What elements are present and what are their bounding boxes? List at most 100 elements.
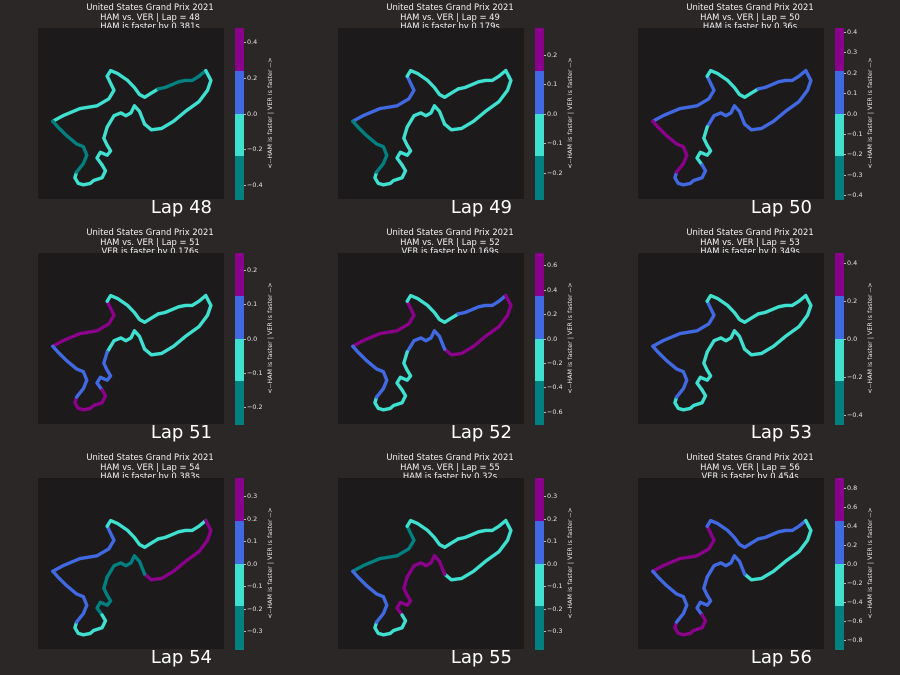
- track-minisector-8: [651, 119, 689, 174]
- track-minisector-7: [373, 388, 408, 412]
- colorbar-band-royalblue: [835, 295, 844, 339]
- track-svg: [51, 293, 213, 412]
- colorbar-band-turquoise: [535, 563, 544, 607]
- colorbar-tick-label: 0.0: [843, 109, 858, 118]
- track-minisector-7: [373, 163, 408, 187]
- track-minisector-7: [673, 388, 708, 412]
- colorbar-tick-label: −0.1: [544, 139, 563, 147]
- panel-title-title: United States Grand Prix 2021: [686, 2, 814, 12]
- track-minisector-2: [705, 518, 760, 549]
- track-minisector-7: [673, 613, 708, 637]
- track-minisector-1: [51, 299, 116, 348]
- track-plot: [638, 28, 824, 199]
- colorbar-tick-label: 0.0: [843, 559, 858, 568]
- panel-title-title: United States Grand Prix 2021: [386, 227, 514, 237]
- panel-title-result: HAM is faster by 0.32s: [402, 471, 498, 482]
- lap-panel: United States Grand Prix 2021 HAM vs. VER…: [600, 0, 900, 225]
- colorbar-tick-label: 0.2: [243, 73, 258, 82]
- colorbar-tick-label: −0.3: [544, 627, 563, 635]
- colorbar-band-turquoise: [235, 563, 244, 607]
- track-minisector-2: [705, 293, 760, 324]
- colorbar-tick-label: 0.2: [543, 50, 558, 59]
- colorbar-tick-label: 0.2: [843, 68, 858, 77]
- colorbar-band-darkmagenta: [535, 478, 544, 522]
- track-minisector-7: [673, 163, 708, 187]
- colorbar-tick-label: 0.0: [543, 334, 558, 343]
- colorbar-tick-label: −0.4: [544, 383, 563, 392]
- lap-number-label: Lap 56: [750, 647, 812, 668]
- track-svg: [651, 68, 813, 187]
- colorbar-label-text: <--HAM is faster | VER is faster -->: [866, 57, 874, 169]
- colorbar: [235, 28, 244, 200]
- track-minisector-8: [51, 344, 89, 399]
- panel-title-title: United States Grand Prix 2021: [86, 227, 214, 237]
- colorbar-tick-label: −0.3: [844, 170, 863, 179]
- track-minisector-2: [405, 68, 460, 99]
- panel-title: United States Grand Prix 2021 HAM vs. VER…: [638, 227, 862, 257]
- colorbar-band-royalblue: [835, 520, 844, 564]
- colorbar-band-darkmagenta: [235, 478, 244, 522]
- colorbar-tick-label: 0.2: [843, 540, 858, 549]
- panel-title-subtitle: HAM vs. VER | Lap = 53: [700, 236, 800, 247]
- panel-title-subtitle: HAM vs. VER | Lap = 55: [400, 461, 500, 472]
- track-minisector-1: [51, 524, 116, 573]
- track-minisector-8: [651, 344, 689, 399]
- colorbar-label-text: <--HAM is faster | VER is faster -->: [866, 282, 874, 394]
- colorbar: [835, 28, 844, 200]
- colorbar-tick-label: 0.0: [843, 334, 858, 343]
- track-minisector-7: [373, 613, 408, 637]
- track-minisector-3: [756, 518, 808, 541]
- colorbar-tick-label: 0.0: [243, 109, 258, 118]
- colorbar-tick-label: −0.4: [844, 410, 863, 419]
- colorbar-band-darkmagenta: [235, 253, 244, 297]
- colorbar-band-royalblue: [535, 70, 544, 114]
- colorbar-label-text: <--HAM is faster | VER is faster -->: [566, 57, 574, 169]
- lap-number-label: Lap 48: [150, 197, 212, 218]
- lap-panel: United States Grand Prix 2021 HAM vs. VER…: [600, 225, 900, 450]
- colorbar-tick-label: 0.0: [543, 559, 558, 568]
- colorbar-band-turquoise: [535, 338, 544, 382]
- colorbar-label-text: <--HAM is faster | VER is faster -->: [566, 507, 574, 619]
- track-minisector-7: [73, 388, 108, 412]
- track-plot: [38, 253, 224, 424]
- track-minisector-1: [51, 74, 116, 123]
- track-svg: [351, 68, 513, 187]
- track-minisector-6: [395, 350, 413, 392]
- colorbar-band-teal: [535, 606, 544, 650]
- track-minisector-1: [351, 299, 416, 348]
- colorbar-tick-label: 0.4: [843, 258, 858, 267]
- colorbar-band-royalblue: [835, 70, 844, 114]
- track-minisector-7: [73, 163, 108, 187]
- track-minisector-6: [695, 125, 713, 167]
- colorbar-tick-label: −0.2: [244, 145, 263, 154]
- track-minisector-3: [456, 68, 508, 91]
- track-minisector-1: [651, 74, 716, 123]
- colorbar-band-royalblue: [235, 70, 244, 114]
- track-minisector-8: [51, 569, 89, 624]
- panel-title-result: VER is faster by 0.454s: [701, 471, 799, 482]
- track-minisector-4: [442, 68, 513, 132]
- panel-title: United States Grand Prix 2021 HAM vs. VER…: [38, 2, 262, 32]
- colorbar-tick-label: −0.4: [844, 190, 863, 199]
- track-minisector-1: [651, 299, 716, 348]
- track-minisector-6: [695, 575, 713, 617]
- colorbar-tick-label: −0.8: [844, 635, 863, 644]
- lap-panel: United States Grand Prix 2021 HAM vs. VER…: [300, 0, 600, 225]
- colorbar-band-teal: [835, 606, 844, 650]
- colorbar-tick-label: 0.2: [543, 514, 558, 523]
- colorbar-band-turquoise: [835, 113, 844, 157]
- colorbar: [235, 253, 244, 425]
- colorbar-band-turquoise: [235, 113, 244, 157]
- colorbar-label-text: <--HAM is faster | VER is faster -->: [866, 507, 874, 619]
- track-minisector-8: [351, 119, 389, 174]
- track-minisector-5: [105, 554, 147, 579]
- track-minisector-2: [105, 293, 160, 324]
- colorbar-tick-label: 0.6: [843, 502, 858, 511]
- track-minisector-1: [651, 524, 716, 573]
- track-plot: [38, 28, 224, 199]
- colorbar-tick-label: 0.0: [543, 109, 558, 118]
- lap-number-label: Lap 50: [750, 197, 812, 218]
- colorbar-tick-label: 0.2: [843, 296, 858, 305]
- track-minisector-4: [442, 518, 513, 582]
